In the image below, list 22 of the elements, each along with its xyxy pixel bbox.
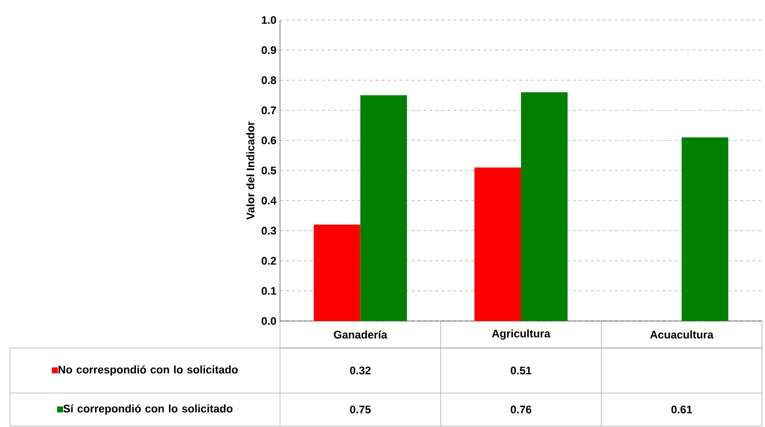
- legend-label: Sí correpondió con lo solicitado: [63, 404, 233, 415]
- y-tick-label: 0.3: [262, 226, 276, 235]
- data-label: 0.32: [350, 366, 371, 374]
- data-label: 0.51: [510, 366, 532, 374]
- y-tick-label: 0.7: [262, 106, 276, 114]
- y-axis-title: Valor del Indicador: [246, 121, 254, 220]
- y-tick-label: 0.0: [262, 317, 276, 325]
- legend-label: No correspondió con lo solicitado: [58, 365, 238, 376]
- y-tick-label: 0.9: [262, 46, 276, 54]
- x-tick-label: Agricultura: [492, 329, 550, 340]
- y-tick-label: 1.0: [262, 16, 276, 24]
- y-tick-label: 0.4: [262, 196, 276, 204]
- y-tick-label: 0.5: [262, 166, 276, 174]
- data-label: 0.61: [671, 406, 692, 414]
- data-label: 0.76: [510, 406, 532, 414]
- data-label: 0.75: [350, 406, 371, 414]
- y-tick-label: 0.2: [262, 256, 276, 265]
- x-tick-label: Ganadería: [334, 330, 388, 339]
- y-tick-label: 0.1: [262, 286, 276, 295]
- y-tick-label: 0.8: [262, 76, 276, 84]
- y-tick-label: 0.6: [262, 136, 276, 144]
- x-tick-label: Acuacultura: [650, 330, 714, 339]
